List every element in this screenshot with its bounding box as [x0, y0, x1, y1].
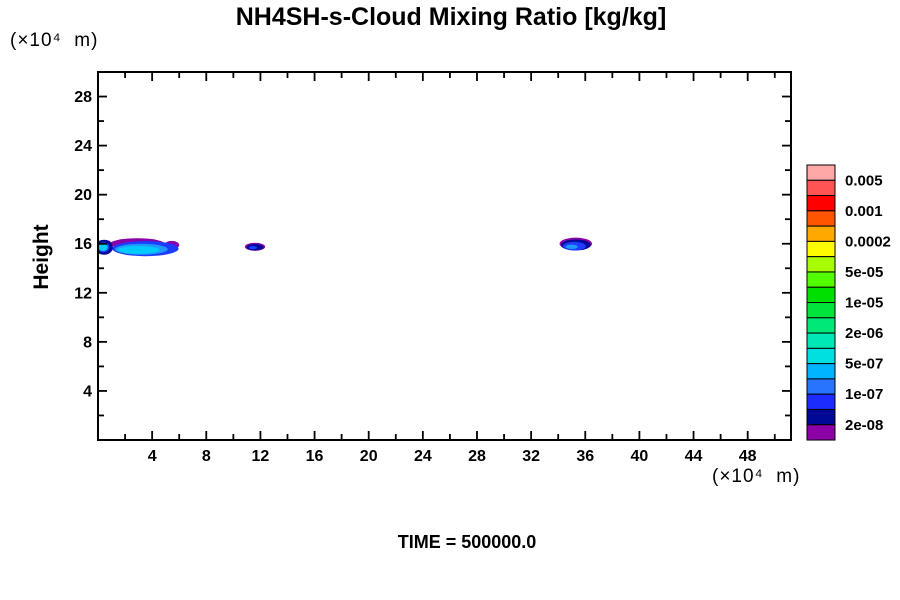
colorbar-label: 0.001: [845, 203, 883, 220]
colorbar-label: 5e-07: [845, 356, 883, 373]
colorbar-cell: [806, 408, 836, 426]
colorbar-label: 0.005: [845, 172, 883, 189]
colorbar-cell: [806, 378, 836, 395]
colorbar-cell: [806, 240, 836, 258]
y-tick-label: 24: [74, 138, 92, 155]
colorbar-cell: [806, 393, 836, 410]
colorbar-cell: [806, 302, 836, 319]
x-tick-label: 20: [360, 448, 378, 465]
cloud-contour-left-cloud-at-axis: [98, 243, 108, 252]
colorbar-label: 2e-08: [845, 417, 883, 434]
cloud-contour-right-cloud: [565, 244, 578, 250]
x-tick-label: 44: [685, 448, 703, 465]
y-tick-label: 12: [74, 285, 92, 302]
y-tick-label: 4: [83, 383, 92, 400]
cloud-contour-small-center-cloud: [248, 245, 258, 250]
x-tick-label: 12: [252, 448, 270, 465]
colorbar-cell: [806, 210, 836, 227]
colorbar-cell: [806, 179, 836, 197]
x-tick-label: 4: [148, 448, 157, 465]
colorbar-cell: [806, 317, 836, 334]
colorbar-label: 5e-05: [845, 264, 883, 281]
x-tick-label: 32: [522, 448, 540, 465]
colorbar-cell: [806, 347, 836, 365]
y-tick-label: 28: [74, 89, 92, 106]
colorbar-label: 0.0002: [845, 233, 891, 250]
x-tick-label: 40: [631, 448, 649, 465]
colorbar-label: 1e-05: [845, 295, 883, 312]
clouds-layer: [98, 237, 593, 257]
y-tick-label: 8: [83, 334, 92, 351]
y-axis-unit-label: (×10⁴ m): [10, 30, 99, 51]
y-tick-label: 16: [74, 236, 92, 253]
x-tick-label: 16: [306, 448, 324, 465]
colorbar-cell: [806, 286, 836, 304]
colorbar-cell: [806, 363, 836, 380]
plot-frame: [97, 71, 792, 441]
colorbar-cell: [806, 195, 836, 212]
colorbar-cell: [806, 271, 836, 288]
x-tick-label: 8: [202, 448, 211, 465]
y-tick-label: 20: [74, 187, 92, 204]
x-tick-label: 48: [739, 448, 757, 465]
colorbar-label: 2e-06: [845, 325, 883, 342]
colorbar-cell: [806, 225, 836, 242]
chart-title: NH4SH-s-Cloud Mixing Ratio [kg/kg]: [235, 3, 667, 31]
x-tick-label: 24: [414, 448, 432, 465]
colorbar-cell: [806, 424, 836, 441]
x-tick-label: 28: [468, 448, 486, 465]
colorbar-cell: [806, 332, 836, 349]
colorbar-label: 1e-07: [845, 386, 883, 403]
x-axis-unit-label: (×10⁴ m): [712, 466, 801, 487]
colorbar-cell: [806, 164, 836, 181]
cloud-contour-left-cloud-at-axis: [117, 245, 160, 254]
x-tick-label: 36: [576, 448, 594, 465]
time-label: TIME = 500000.0: [397, 532, 537, 552]
colorbar-cell: [806, 256, 836, 273]
